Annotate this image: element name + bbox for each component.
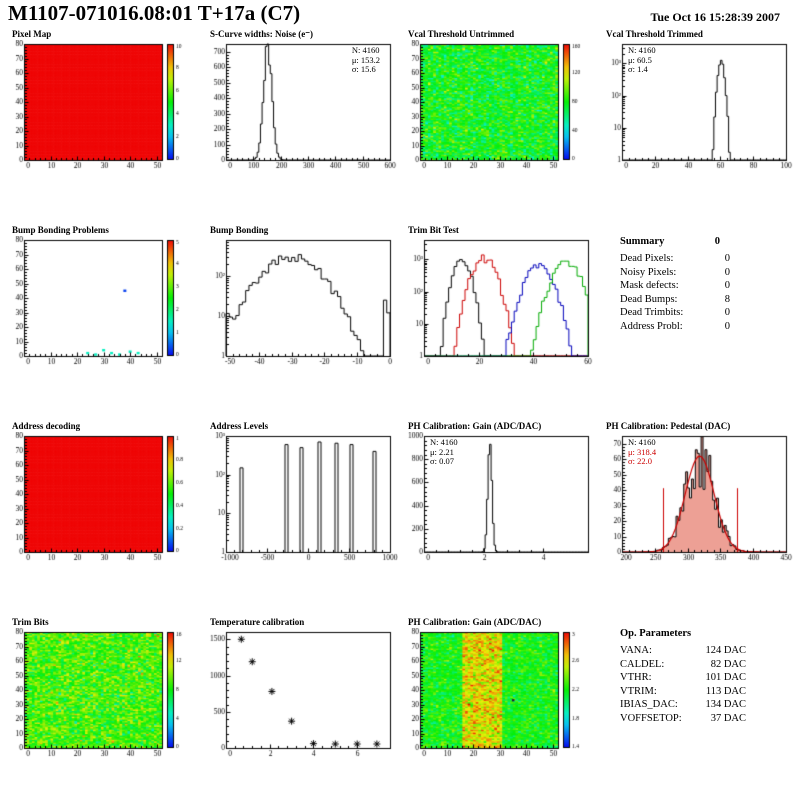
plot-title: Vcal Threshold Untrimmed: [408, 29, 515, 39]
panel-address-decoding: Address decoding: [2, 420, 200, 616]
stat-mean: μ: 318.4: [628, 446, 657, 457]
scurve-noise-plot: [200, 40, 398, 172]
plot-title: Trim Bit Test: [408, 225, 459, 235]
plot-grid: Pixel Map S-Curve widths: Noise (e⁻) N: …: [2, 28, 794, 812]
ph-pedestal-plot: [596, 432, 794, 564]
trim-bit-test-plot: [398, 236, 596, 368]
panel-vcal-trimmed: Vcal Threshold Trimmed N: 4160 μ: 60.5 σ…: [596, 28, 794, 224]
summary-total: 0: [714, 236, 720, 247]
plot-title: Address decoding: [12, 421, 81, 431]
summary-row: Address Probl: 0: [620, 320, 730, 332]
plot-title: Bump Bonding Problems: [12, 225, 109, 235]
panel-ph-gain-2d: PH Calibration: Gain (ADC/DAC): [398, 616, 596, 812]
summary-row: Noisy Pixels: 0: [620, 266, 730, 278]
stats-box: N: 4160 μ: 2.21 σ: 0.07: [430, 437, 458, 467]
panel-bump-bonding: Bump Bonding: [200, 224, 398, 420]
panel-pixel-map: Pixel Map: [2, 28, 200, 224]
stat-entries: N: 4160: [351, 45, 380, 55]
panel-trim-bits: Trim Bits: [2, 616, 200, 812]
plot-title: Address Levels: [210, 421, 269, 431]
summary-row: Dead Trimbits: 0: [620, 307, 730, 318]
stats-box: N: 4160 μ: 318.4 σ: 22.0: [628, 437, 657, 467]
panel-ph-gain-hist: PH Calibration: Gain (ADC/DAC) N: 4160 μ…: [398, 420, 596, 616]
panel-temp-calib: Temperature calibration: [200, 616, 398, 812]
plot-title: Pixel Map: [12, 29, 52, 39]
op-parameter-row: CALDEL: 82 DAC: [620, 658, 746, 670]
stat-sigma: σ: 22.0: [628, 456, 652, 466]
plot-title: Bump Bonding: [210, 225, 269, 235]
address-decoding-plot: [2, 432, 200, 564]
op-parameter-row: VTRIM: 113 DAC: [620, 685, 746, 697]
temp-calib-plot: [200, 628, 398, 760]
stat-entries: N: 4160: [628, 437, 656, 447]
plot-title: Temperature calibration: [210, 617, 305, 627]
stat-sigma: σ: 1.4: [628, 64, 648, 74]
stat-sigma: σ: 0.07: [430, 456, 454, 466]
plot-title: Trim Bits: [12, 617, 49, 627]
stats-box: N: 4160 μ: 60.5 σ: 1.4: [628, 45, 656, 75]
panel-op-parameters: Op. Parameters VANA: 124 DAC CALDEL: 82 DA…: [596, 616, 794, 812]
panel-trim-bit-test: Trim Bit Test: [398, 224, 596, 420]
panel-address-levels: Address Levels: [200, 420, 398, 616]
plot-title: PH Calibration: Gain (ADC/DAC): [408, 617, 542, 627]
stat-entries: N: 4160: [430, 437, 458, 447]
panel-bump-problems: Bump Bonding Problems: [2, 224, 200, 420]
stat-mean: μ: 153.2: [351, 54, 380, 65]
op-parameter-row: VANA: 124 DAC: [620, 645, 746, 656]
summary-row: Dead Pixels: 0: [620, 253, 730, 264]
bump-bonding-plot: [200, 236, 398, 368]
page-datetime: Tue Oct 16 15:28:39 2007: [650, 10, 780, 24]
ph-gain-2d-plot: [398, 628, 596, 760]
panel-summary: Summary 0 Dead Pixels: 0 Noisy Pixels: 0 M…: [596, 224, 794, 420]
op-parameter-row: VOFFSETOP: 37 DAC: [620, 712, 746, 724]
vcal-untrimmed-plot: [398, 40, 596, 172]
panel-ph-pedestal: PH Calibration: Pedestal (DAC) N: 4160 μ…: [596, 420, 794, 616]
stat-mean: μ: 2.21: [430, 446, 454, 457]
plot-title: S-Curve widths: Noise (e⁻): [210, 29, 313, 39]
summary-header: Summary 0: [620, 236, 720, 247]
summary-row: Mask defects: 0: [620, 280, 730, 291]
stat-mean: μ: 60.5: [628, 54, 652, 65]
plot-title: PH Calibration: Pedestal (DAC): [606, 421, 731, 431]
page-title: M1107-071016.08:01 T+17a (C7): [8, 1, 301, 25]
plot-title: PH Calibration: Gain (ADC/DAC): [408, 421, 542, 431]
summary-title: Summary: [620, 236, 665, 247]
stats-box: N: 4160 μ: 153.2 σ: 15.6: [351, 45, 380, 75]
ph-gain-hist-plot: [398, 432, 596, 564]
op-parameter-row: VTHR: 101 DAC: [620, 672, 746, 683]
summary-row: Dead Bumps: 8: [620, 293, 730, 305]
address-levels-plot: [200, 432, 398, 564]
op-parameters-title: Op. Parameters: [620, 628, 692, 639]
pixel-map-plot: [2, 40, 200, 172]
vcal-trimmed-plot: [596, 40, 794, 172]
op-parameter-row: IBIAS_DAC: 134 DAC: [620, 699, 746, 710]
stat-sigma: σ: 15.6: [351, 64, 376, 74]
bump-problems-plot: [2, 236, 200, 368]
plot-title: Vcal Threshold Trimmed: [606, 29, 703, 39]
stat-entries: N: 4160: [628, 45, 656, 55]
panel-vcal-untrimmed: Vcal Threshold Untrimmed: [398, 28, 596, 224]
op-parameters-header: Op. Parameters: [620, 628, 746, 639]
trim-bits-plot: [2, 628, 200, 760]
panel-scurve-noise: S-Curve widths: Noise (e⁻) N: 4160 μ: 15…: [200, 28, 398, 224]
